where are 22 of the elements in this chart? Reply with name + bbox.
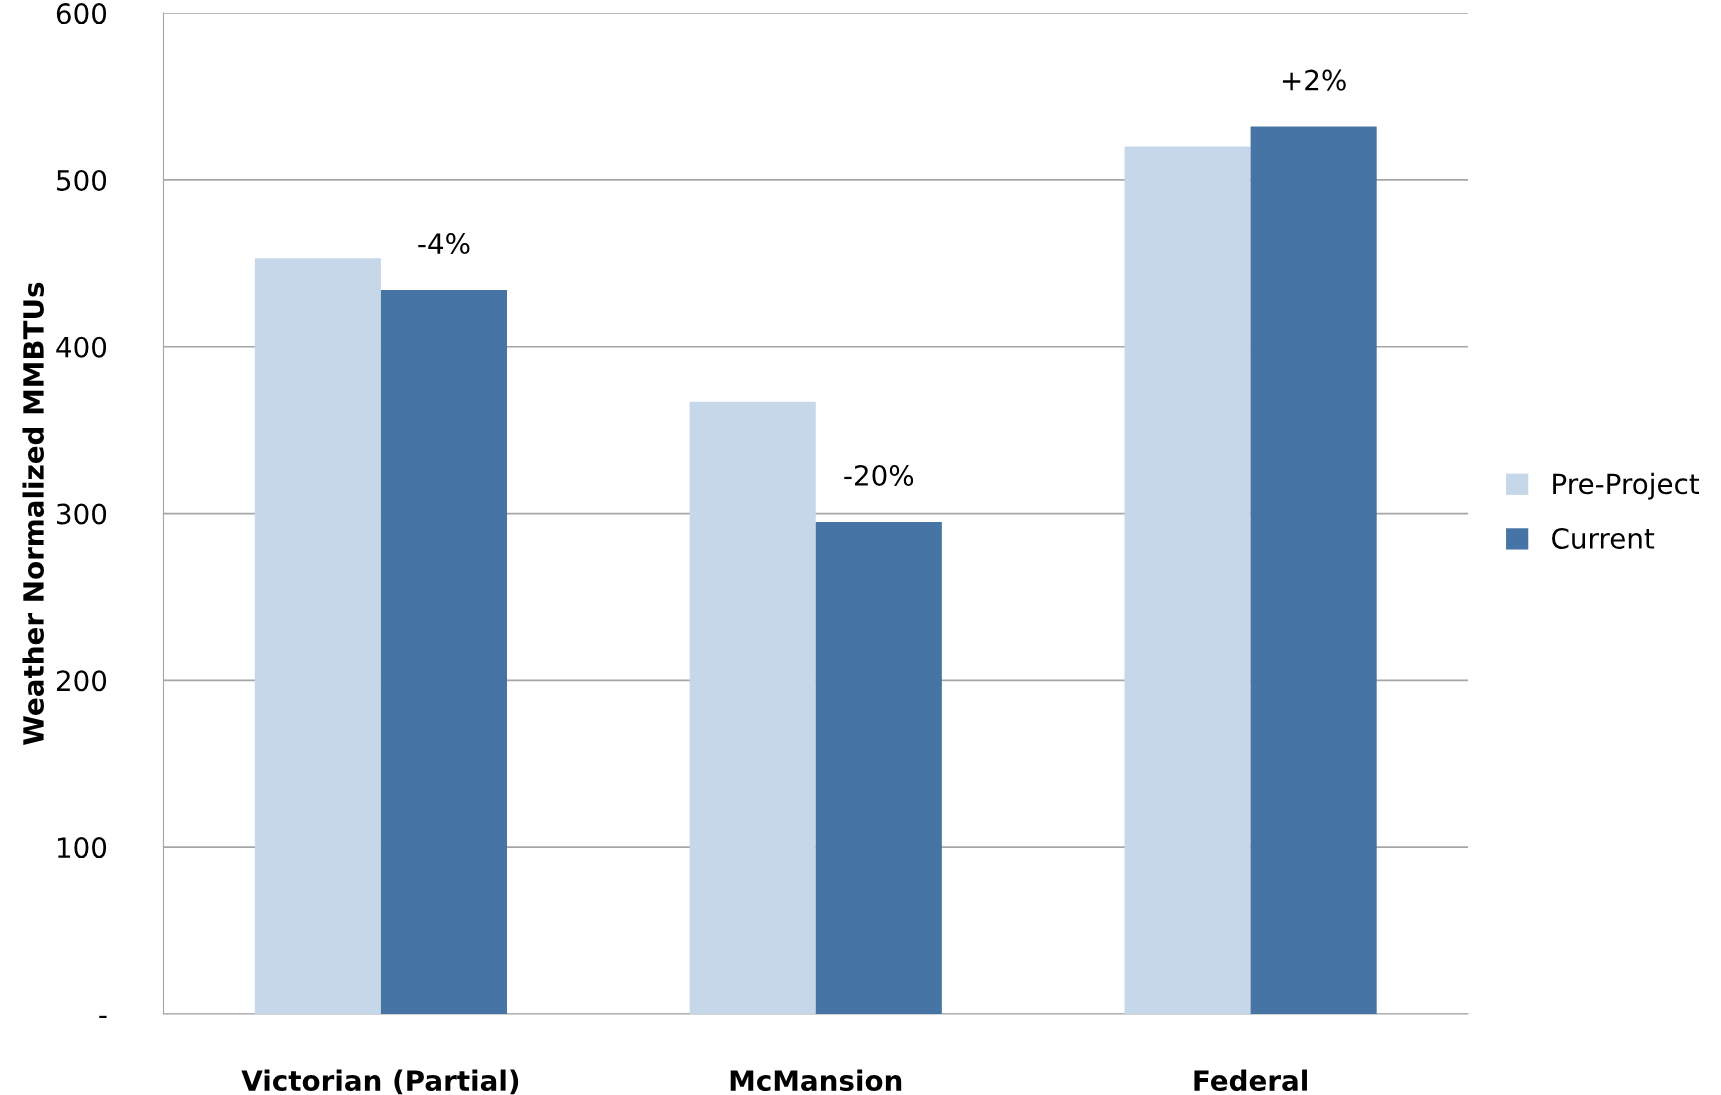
legend-label: Pre-Project (1553, 472, 1700, 500)
annotation: +2% (1282, 69, 1346, 91)
bar (815, 521, 942, 1014)
x-tick-label: Federal (1194, 1069, 1307, 1092)
bar (689, 401, 816, 1014)
y-tick-label: 300 (57, 503, 107, 525)
annotation: -4% (418, 233, 470, 255)
annotation: -20% (844, 464, 914, 486)
x-tick-label: McMansion (730, 1069, 902, 1092)
y-tick-label: 400 (56, 336, 107, 358)
y-tick-label: 600 (56, 3, 107, 25)
legend-label: Current (1552, 527, 1655, 549)
bar (1124, 146, 1251, 1014)
bar (380, 290, 508, 1014)
y-tick-label: - (99, 1015, 107, 1019)
y-tick-label: 500 (57, 169, 107, 191)
x-tick-label: Victorian (Partial) (241, 1069, 519, 1095)
y-tick-label: 200 (56, 670, 107, 692)
y-axis-title: Weather Normalized MMBTUs (22, 282, 44, 745)
bar (1250, 126, 1377, 1014)
y-tick-label: 100 (57, 837, 107, 859)
bar (254, 258, 381, 1014)
